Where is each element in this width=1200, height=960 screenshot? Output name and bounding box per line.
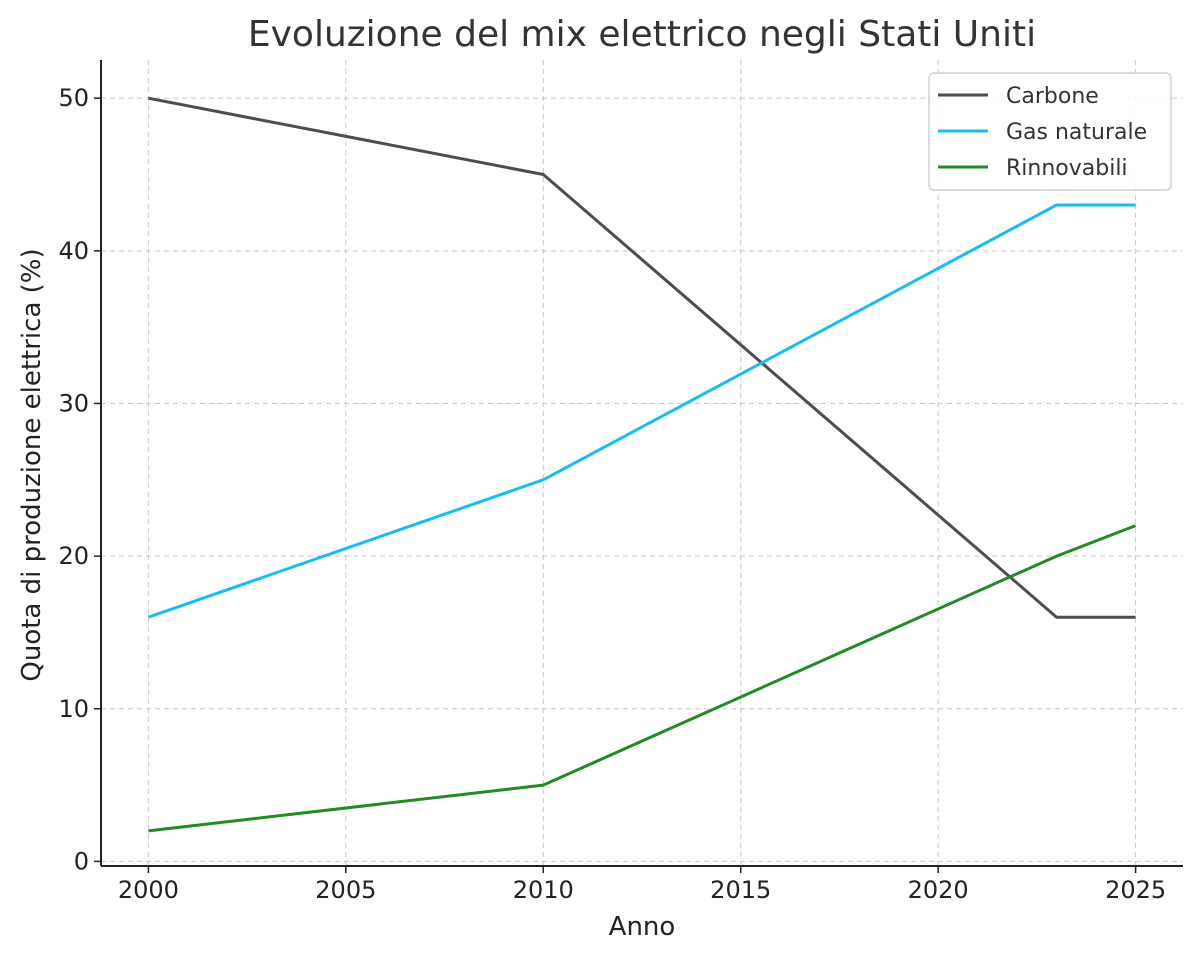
chart-title: Evoluzione del mix elettrico negli Stati…: [248, 14, 1036, 55]
x-tick-label: 2010: [513, 876, 574, 904]
grid: [101, 60, 1183, 866]
x-tick-label: 2000: [118, 876, 179, 904]
y-axis-label: Quota di produzione elettrica (%): [17, 248, 47, 681]
x-tick-label: 2015: [710, 876, 771, 904]
y-tick-label: 0: [74, 847, 89, 875]
y-tick-label: 10: [58, 695, 89, 723]
y-tick-label: 40: [58, 237, 89, 265]
legend-label: Carbone: [1006, 84, 1099, 109]
y-tick-label: 20: [58, 542, 89, 570]
legend: Carbone Gas naturale Rinnovabili: [928, 72, 1172, 191]
series-lines: [147, 96, 1137, 833]
y-tick-label: 50: [58, 84, 89, 112]
y-tick-label: 30: [58, 389, 89, 417]
series-line-1: [148, 96, 1136, 619]
x-axis-label: Anno: [609, 912, 676, 942]
series-line-3: [148, 524, 1137, 833]
legend-box: [928, 72, 1172, 191]
axes: [100, 60, 1183, 867]
legend-label: Gas naturale: [1006, 120, 1147, 145]
legend-label: Rinnovabili: [1006, 156, 1128, 181]
x-tick-label: 2025: [1105, 876, 1166, 904]
tick-labels: 2000 2005 2010 2015 2020 2025 0 10 20 30 40 50: [58, 84, 1166, 904]
series-line-2: [147, 203, 1136, 619]
x-tick-label: 2020: [908, 876, 969, 904]
x-tick-label: 2005: [315, 876, 376, 904]
